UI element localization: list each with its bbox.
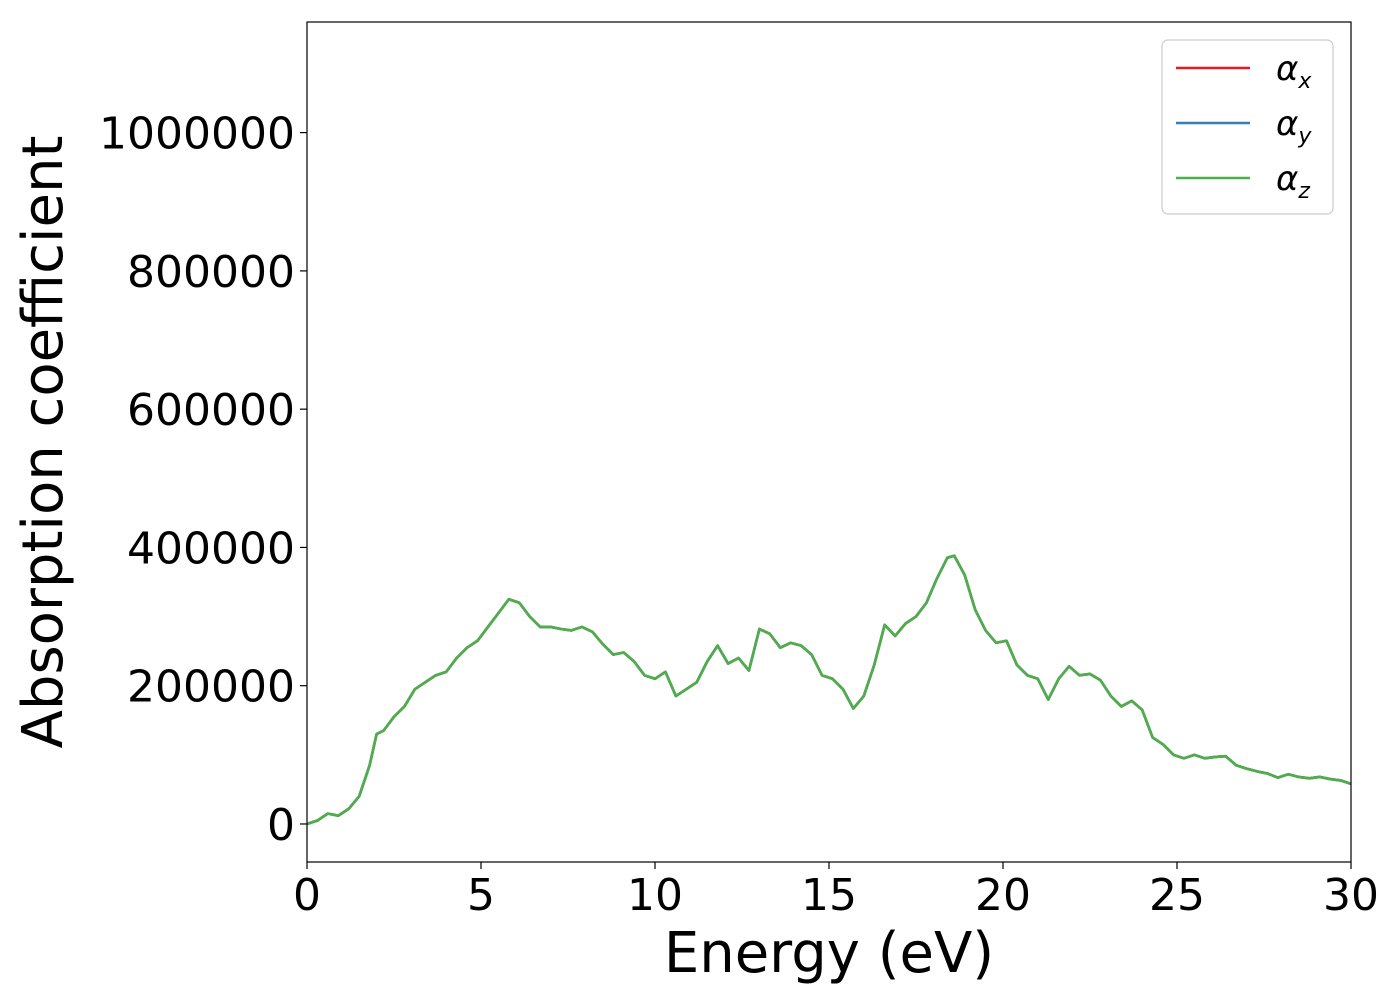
x-axis-label: Energy (eV): [664, 921, 994, 986]
series-line-y: [306, 554, 1352, 826]
legend-item: αz: [1176, 159, 1310, 204]
x-tick-label: 5: [467, 870, 495, 921]
y-axis-label: Absorption coefficient: [11, 136, 76, 749]
legend-item: αx: [1176, 49, 1312, 94]
y-axis: 0 200000 400000 600000 800000 1000000: [99, 109, 307, 851]
series-layer: [306, 554, 1352, 826]
y-tick-label: 200000: [127, 662, 295, 713]
x-axis: 0 5 10 15 20 25 30: [293, 862, 1379, 921]
y-tick-label: 0: [267, 800, 295, 851]
x-tick-label: 25: [1149, 870, 1205, 921]
series-line-x: [306, 554, 1352, 826]
y-tick-label: 600000: [127, 385, 295, 436]
legend-label: αy: [1276, 104, 1312, 149]
x-tick-label: 20: [975, 870, 1031, 921]
legend-item: αy: [1176, 104, 1312, 149]
legend-label: αx: [1276, 49, 1312, 94]
legend-box: [1161, 39, 1334, 215]
x-tick-label: 10: [627, 870, 683, 921]
legend: αx αy αz: [1161, 39, 1334, 215]
x-tick-label: 15: [801, 870, 857, 921]
y-tick-label: 1000000: [99, 109, 295, 160]
legend-label: αz: [1276, 159, 1310, 204]
series-line-z: [306, 554, 1352, 826]
y-tick-label: 800000: [127, 247, 295, 298]
y-tick-label: 400000: [127, 523, 295, 574]
x-tick-label: 0: [293, 870, 321, 921]
x-tick-label: 30: [1323, 870, 1379, 921]
